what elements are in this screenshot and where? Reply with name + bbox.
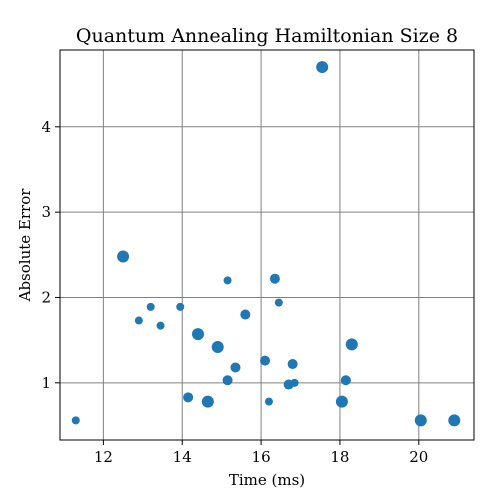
x-axis-label: Time (ms) xyxy=(229,471,305,489)
plot-frame xyxy=(59,49,475,441)
x-tick-label: 20 xyxy=(409,448,428,466)
data-point xyxy=(240,309,251,320)
y-tick-label: 2 xyxy=(41,288,51,306)
y-tick-label: 1 xyxy=(41,374,51,392)
x-tick-label: 12 xyxy=(94,448,113,466)
data-point xyxy=(290,378,299,387)
y-tick-label: 3 xyxy=(41,203,51,221)
data-points xyxy=(71,61,461,427)
data-point xyxy=(117,250,130,263)
data-point xyxy=(448,414,461,427)
data-point xyxy=(230,362,241,373)
data-point xyxy=(211,340,224,353)
data-point xyxy=(183,392,194,403)
data-point xyxy=(274,298,283,307)
data-point xyxy=(223,276,232,285)
data-point xyxy=(260,355,271,366)
data-point xyxy=(146,302,155,311)
chart-title: Quantum Annealing Hamiltonian Size 8 xyxy=(76,25,458,47)
data-point xyxy=(287,359,298,370)
data-point xyxy=(71,416,80,425)
data-point xyxy=(414,414,427,427)
data-point xyxy=(345,338,358,351)
data-point xyxy=(134,316,143,325)
data-point xyxy=(316,61,329,74)
x-tick-label: 18 xyxy=(330,448,349,466)
data-point xyxy=(335,395,348,408)
grid-lines xyxy=(60,50,474,440)
y-axis-label: Absolute Error xyxy=(16,188,34,303)
x-tick-label: 14 xyxy=(173,448,192,466)
x-tick-label: 16 xyxy=(252,448,271,466)
y-tick-label: 4 xyxy=(41,118,51,136)
data-point xyxy=(264,397,273,406)
data-point xyxy=(222,375,233,386)
data-point xyxy=(192,328,204,341)
data-point xyxy=(201,395,214,408)
data-point xyxy=(269,273,280,284)
data-point xyxy=(176,302,185,311)
data-point xyxy=(340,375,351,386)
data-point xyxy=(156,321,165,330)
